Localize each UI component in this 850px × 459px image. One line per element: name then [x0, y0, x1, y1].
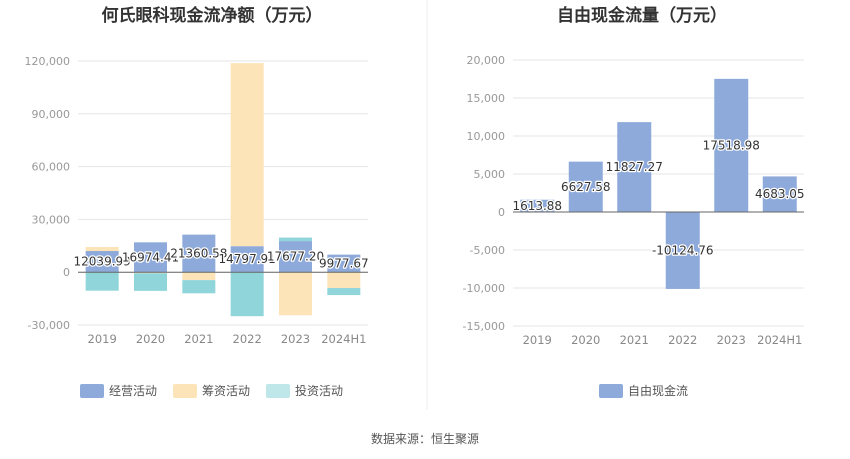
data-label: 11827.27 — [606, 160, 663, 174]
bar-2021-投资活动 — [182, 280, 216, 294]
legend-swatch — [266, 384, 290, 398]
x-tick-label: 2021 — [620, 333, 649, 347]
data-labels: 12039.9916974.4121360.5814797.9117677.20… — [72, 245, 370, 272]
legend-label: 投资活动 — [295, 383, 343, 398]
y-tick-label: 10,000 — [467, 130, 506, 143]
legend-label: 经营活动 — [109, 384, 157, 398]
y-tick-label: 0 — [498, 206, 505, 219]
bar-2019-筹资活动 — [85, 246, 119, 252]
x-tick-label: 2024H1 — [321, 332, 366, 346]
y-tick-label: -15,000 — [463, 320, 505, 333]
bar-2019-投资活动 — [85, 272, 119, 291]
bar-2019-经营活动 — [85, 251, 119, 273]
bar-2023-经营活动 — [279, 241, 312, 273]
x-tick-label: 2022 — [233, 332, 262, 346]
data-label: 6627.58 — [561, 180, 611, 194]
y-axis-ticks: -15,000 -10,000 -5,000 0 5,000 10,000 15,000 20… — [463, 54, 505, 333]
bar-2023-自由现金流 — [714, 78, 749, 213]
legend-swatch — [80, 384, 104, 398]
x-tick-label: 2023 — [717, 333, 746, 347]
bar-2023-筹资活动 — [279, 272, 312, 316]
chart-title: 自由现金流量（万元） — [557, 5, 727, 26]
y-tick-label: -30,000 — [28, 319, 70, 332]
data-label: 17518.98 — [703, 138, 760, 152]
bar-2022-经营活动 — [230, 246, 264, 273]
bar-2021-经营活动 — [182, 234, 216, 273]
bars — [520, 78, 797, 289]
bar-2020-投资活动 — [134, 273, 167, 291]
chart-title: 何氏眼科现金流净额（万元） — [102, 5, 323, 26]
data-source: 数据来源：恒生聚源 — [371, 431, 479, 446]
y-tick-label: 60,000 — [32, 161, 71, 174]
x-tick-label: 2020 — [136, 332, 165, 346]
y-tick-label: 15,000 — [467, 92, 506, 105]
x-tick-label: 2024H1 — [757, 333, 802, 347]
x-axis-ticks: 2019 2020 2021 2022 2023 2024H1 — [523, 333, 803, 347]
bar-2024H1-投资活动 — [327, 288, 361, 296]
x-tick-label: 2019 — [88, 332, 117, 346]
data-labels: 1613.88 6627.58 11827.27 -10124.76 17518.98 4… — [511, 137, 806, 259]
data-label: 12039.99 — [74, 255, 131, 269]
data-label: 4683.05 — [755, 187, 805, 201]
bars — [85, 63, 361, 317]
bar-2022-投资活动 — [230, 272, 264, 317]
cash-flow-net-chart: 何氏眼科现金流净额（万元） 12039.9916974.4121360.5814… — [25, 5, 370, 398]
x-axis-ticks: 2019 2020 2021 2022 2023 2024H1 — [88, 332, 367, 346]
y-tick-label: 30,000 — [32, 213, 71, 226]
bar-2022-筹资活动 — [230, 63, 264, 247]
y-tick-label: 120,000 — [25, 55, 71, 68]
legend-swatch — [173, 384, 197, 398]
y-tick-label: -5,000 — [470, 244, 505, 257]
bar-2020-经营活动 — [134, 242, 167, 273]
data-label: -10124.76 — [652, 243, 714, 257]
legend-label: 自由现金流 — [628, 383, 688, 398]
bar-2023-投资活动 — [279, 237, 312, 242]
x-tick-label: 2023 — [281, 332, 310, 346]
y-tick-label: 20,000 — [467, 54, 506, 67]
bar-2024H1-经营活动 — [327, 254, 361, 273]
x-tick-label: 2020 — [571, 333, 600, 347]
legend-swatch — [599, 384, 623, 398]
data-label: 21360.58 — [170, 246, 227, 260]
data-label: 17677.20 — [267, 250, 324, 264]
y-tick-label: 90,000 — [32, 108, 71, 121]
bar-2019-自由现金流 — [520, 199, 555, 212]
y-tick-label: -10,000 — [463, 282, 505, 295]
data-label: 1613.88 — [512, 199, 562, 213]
bar-2022-自由现金流 — [665, 212, 700, 289]
bar-2021-自由现金流 — [617, 122, 652, 212]
grid-lines — [78, 60, 368, 326]
x-tick-label: 2022 — [668, 333, 697, 347]
bar-2024H1-自由现金流 — [762, 176, 797, 212]
bar-2020-筹资活动 — [134, 272, 167, 274]
data-label: 9977.67 — [319, 256, 369, 270]
bar-2021-筹资活动 — [182, 272, 216, 281]
y-tick-label: 5,000 — [474, 168, 506, 181]
legend: 经营活动 筹资活动 投资活动 — [80, 383, 343, 398]
data-label: 14797.91 — [219, 252, 276, 266]
y-axis-ticks: -30,000 0 30,000 60,000 90,000 120,000 — [25, 55, 71, 332]
x-tick-label: 2021 — [184, 332, 213, 346]
legend-label: 筹资活动 — [202, 384, 250, 398]
x-tick-label: 2019 — [523, 333, 552, 347]
free-cash-flow-chart: 自由现金流量（万元） 1613.88 6627.58 11827.27 -10124.… — [463, 5, 806, 398]
y-tick-label: 0 — [63, 266, 70, 279]
legend: 自由现金流 — [599, 383, 688, 398]
data-label: 16974.41 — [122, 250, 179, 264]
bar-2024H1-筹资活动 — [327, 272, 361, 289]
bar-2020-自由现金流 — [568, 161, 603, 212]
